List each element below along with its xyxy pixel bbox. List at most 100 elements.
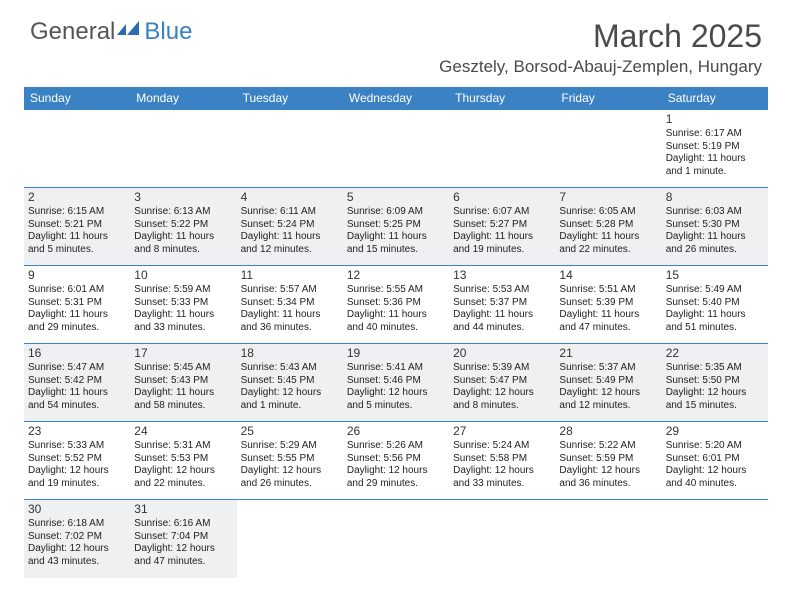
day-number: 16 xyxy=(28,346,126,361)
day-info-line: Daylight: 12 hours xyxy=(347,387,445,400)
day-info-line: and 43 minutes. xyxy=(28,556,126,569)
day-info-line: and 22 minutes. xyxy=(134,478,232,491)
day-info-line: and 51 minutes. xyxy=(666,322,764,335)
day-info-line: Sunset: 5:22 PM xyxy=(134,219,232,232)
day-header: Wednesday xyxy=(343,87,449,110)
day-cell: 16Sunrise: 5:47 AMSunset: 5:42 PMDayligh… xyxy=(24,344,130,422)
day-info-line: and 36 minutes. xyxy=(241,322,339,335)
day-number: 11 xyxy=(241,268,339,283)
day-info-line: Daylight: 12 hours xyxy=(347,465,445,478)
day-info-line: Sunrise: 5:35 AM xyxy=(666,362,764,375)
empty-cell xyxy=(662,500,768,578)
day-number: 15 xyxy=(666,268,764,283)
empty-cell xyxy=(237,500,343,578)
day-info-line: and 40 minutes. xyxy=(347,322,445,335)
header: General Blue March 2025 Gesztely, Borsod… xyxy=(0,0,792,81)
day-info-line: Sunset: 5:24 PM xyxy=(241,219,339,232)
day-info-line: Sunrise: 6:01 AM xyxy=(28,284,126,297)
day-info-line: and 12 minutes. xyxy=(241,244,339,257)
day-info-line: Sunrise: 5:47 AM xyxy=(28,362,126,375)
day-number: 19 xyxy=(347,346,445,361)
day-info-line: Sunrise: 6:18 AM xyxy=(28,518,126,531)
day-number: 2 xyxy=(28,190,126,205)
day-info-line: Sunset: 5:42 PM xyxy=(28,375,126,388)
day-number: 26 xyxy=(347,424,445,439)
day-number: 13 xyxy=(453,268,551,283)
day-cell: 29Sunrise: 5:20 AMSunset: 6:01 PMDayligh… xyxy=(662,422,768,500)
day-info-line: and 33 minutes. xyxy=(134,322,232,335)
day-header: Tuesday xyxy=(237,87,343,110)
day-info-line: Sunrise: 5:57 AM xyxy=(241,284,339,297)
day-info-line: and 8 minutes. xyxy=(134,244,232,257)
day-cell: 2Sunrise: 6:15 AMSunset: 5:21 PMDaylight… xyxy=(24,188,130,266)
day-cell: 26Sunrise: 5:26 AMSunset: 5:56 PMDayligh… xyxy=(343,422,449,500)
day-info-line: Sunrise: 6:13 AM xyxy=(134,206,232,219)
day-cell: 31Sunrise: 6:16 AMSunset: 7:04 PMDayligh… xyxy=(130,500,236,578)
day-info-line: Sunset: 5:43 PM xyxy=(134,375,232,388)
day-cell: 22Sunrise: 5:35 AMSunset: 5:50 PMDayligh… xyxy=(662,344,768,422)
day-info-line: and 8 minutes. xyxy=(453,400,551,413)
day-info-line: Daylight: 12 hours xyxy=(453,387,551,400)
day-info-line: Daylight: 11 hours xyxy=(134,387,232,400)
day-cell: 25Sunrise: 5:29 AMSunset: 5:55 PMDayligh… xyxy=(237,422,343,500)
day-info-line: Daylight: 11 hours xyxy=(347,231,445,244)
day-info-line: Sunset: 5:25 PM xyxy=(347,219,445,232)
day-info-line: Sunset: 5:56 PM xyxy=(347,453,445,466)
day-info-line: and 33 minutes. xyxy=(453,478,551,491)
day-cell: 9Sunrise: 6:01 AMSunset: 5:31 PMDaylight… xyxy=(24,266,130,344)
calendar-row: 23Sunrise: 5:33 AMSunset: 5:52 PMDayligh… xyxy=(24,422,768,500)
day-info-line: Sunrise: 5:24 AM xyxy=(453,440,551,453)
day-info-line: and 44 minutes. xyxy=(453,322,551,335)
day-info-line: and 22 minutes. xyxy=(559,244,657,257)
day-cell: 17Sunrise: 5:45 AMSunset: 5:43 PMDayligh… xyxy=(130,344,236,422)
day-info-line: Sunrise: 6:09 AM xyxy=(347,206,445,219)
day-info-line: and 36 minutes. xyxy=(559,478,657,491)
day-info-line: Daylight: 12 hours xyxy=(666,387,764,400)
day-info-line: Daylight: 12 hours xyxy=(453,465,551,478)
day-info-line: Daylight: 11 hours xyxy=(28,309,126,322)
day-info-line: and 19 minutes. xyxy=(28,478,126,491)
day-info-line: Daylight: 12 hours xyxy=(134,543,232,556)
day-info-line: and 1 minute. xyxy=(666,166,764,179)
day-info-line: Daylight: 12 hours xyxy=(241,387,339,400)
day-info-line: Sunrise: 5:41 AM xyxy=(347,362,445,375)
day-info-line: Sunrise: 5:31 AM xyxy=(134,440,232,453)
day-info-line: Sunset: 5:33 PM xyxy=(134,297,232,310)
day-info-line: Daylight: 12 hours xyxy=(28,543,126,556)
logo-text-general: General xyxy=(30,18,115,46)
day-number: 7 xyxy=(559,190,657,205)
day-info-line: Daylight: 11 hours xyxy=(453,309,551,322)
day-info-line: Daylight: 12 hours xyxy=(559,387,657,400)
day-number: 18 xyxy=(241,346,339,361)
day-cell: 6Sunrise: 6:07 AMSunset: 5:27 PMDaylight… xyxy=(449,188,555,266)
day-info-line: Daylight: 12 hours xyxy=(134,465,232,478)
day-info-line: Daylight: 11 hours xyxy=(666,309,764,322)
day-info-line: Sunrise: 6:05 AM xyxy=(559,206,657,219)
calendar-row: 16Sunrise: 5:47 AMSunset: 5:42 PM Dayligh… xyxy=(24,344,768,422)
day-info-line: and 12 minutes. xyxy=(559,400,657,413)
day-header: Thursday xyxy=(449,87,555,110)
day-info-line: Sunset: 5:40 PM xyxy=(666,297,764,310)
day-header: Friday xyxy=(555,87,661,110)
day-info-line: Sunrise: 6:03 AM xyxy=(666,206,764,219)
day-number: 29 xyxy=(666,424,764,439)
day-info-line: Sunrise: 5:49 AM xyxy=(666,284,764,297)
day-info-line: Daylight: 11 hours xyxy=(559,309,657,322)
day-info-line: Sunset: 5:45 PM xyxy=(241,375,339,388)
day-info-line: and 15 minutes. xyxy=(347,244,445,257)
day-number: 17 xyxy=(134,346,232,361)
day-info-line: Sunrise: 5:51 AM xyxy=(559,284,657,297)
day-info-line: Daylight: 12 hours xyxy=(241,465,339,478)
empty-cell xyxy=(24,110,130,188)
day-cell: 8Sunrise: 6:03 AMSunset: 5:30 PMDaylight… xyxy=(662,188,768,266)
day-info-line: Sunset: 5:47 PM xyxy=(453,375,551,388)
day-info-line: Sunrise: 5:59 AM xyxy=(134,284,232,297)
day-info-line: Sunset: 7:02 PM xyxy=(28,531,126,544)
day-info-line: Sunrise: 6:11 AM xyxy=(241,206,339,219)
logo-text-blue: Blue xyxy=(144,18,192,46)
day-info-line: Sunrise: 5:29 AM xyxy=(241,440,339,453)
day-info-line: Sunset: 6:01 PM xyxy=(666,453,764,466)
day-info-line: Daylight: 11 hours xyxy=(241,231,339,244)
day-header-row: SundayMondayTuesdayWednesdayThursdayFrid… xyxy=(24,87,768,110)
flag-icon xyxy=(117,18,143,46)
